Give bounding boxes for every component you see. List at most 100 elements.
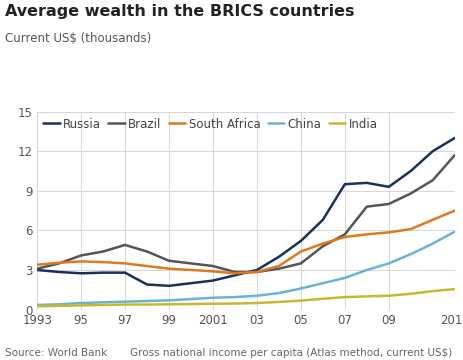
India [188, 302, 194, 306]
Text: Average wealth in the BRICS countries: Average wealth in the BRICS countries [5, 4, 353, 19]
Brazil [429, 178, 435, 183]
China [297, 286, 303, 291]
China [122, 300, 127, 304]
South Africa [122, 261, 127, 266]
South Africa [34, 262, 40, 267]
Brazil [451, 153, 457, 157]
China [319, 281, 325, 285]
China [451, 230, 457, 234]
South Africa [297, 249, 303, 254]
China [100, 300, 106, 305]
India [407, 292, 413, 296]
Russia [319, 218, 325, 222]
Line: South Africa: South Africa [37, 211, 454, 273]
China [210, 296, 215, 300]
Russia [122, 270, 127, 275]
India [319, 297, 325, 301]
Brazil [122, 243, 127, 247]
Brazil [210, 264, 215, 268]
China [275, 291, 281, 295]
Russia [254, 268, 259, 272]
Russia [34, 268, 40, 272]
Line: India: India [37, 289, 454, 306]
Brazil [407, 191, 413, 195]
India [429, 289, 435, 293]
South Africa [385, 230, 391, 235]
India [385, 294, 391, 298]
China [385, 261, 391, 266]
Russia [188, 281, 194, 285]
Russia [297, 239, 303, 243]
South Africa [363, 232, 369, 237]
Russia [275, 255, 281, 259]
Brazil [341, 232, 347, 237]
Russia [56, 270, 62, 274]
Brazil [78, 253, 84, 258]
Brazil [385, 202, 391, 206]
China [166, 298, 171, 302]
India [451, 287, 457, 291]
Brazil [56, 261, 62, 266]
Russia [407, 169, 413, 173]
Russia [144, 282, 150, 287]
India [144, 302, 150, 307]
South Africa [341, 235, 347, 239]
Brazil [363, 204, 369, 209]
China [232, 295, 237, 299]
India [122, 302, 127, 307]
China [341, 276, 347, 280]
Brazil [188, 261, 194, 266]
China [363, 268, 369, 272]
India [297, 298, 303, 303]
Text: Gross national income per capita (Atlas method, current US$): Gross national income per capita (Atlas … [130, 348, 451, 358]
Text: Current US$ (thousands): Current US$ (thousands) [5, 32, 150, 45]
Russia [210, 278, 215, 283]
India [341, 295, 347, 299]
South Africa [407, 227, 413, 231]
India [363, 294, 369, 298]
South Africa [166, 266, 171, 271]
India [78, 303, 84, 307]
Brazil [232, 270, 237, 274]
Russia [100, 270, 106, 275]
China [144, 299, 150, 303]
India [166, 302, 171, 306]
Brazil [319, 244, 325, 248]
China [34, 303, 40, 307]
Russia [166, 284, 171, 288]
China [254, 294, 259, 298]
Russia [451, 136, 457, 140]
India [34, 304, 40, 309]
Brazil [100, 249, 106, 254]
Line: Brazil: Brazil [37, 155, 454, 272]
Brazil [166, 258, 171, 263]
Text: Source: World Bank: Source: World Bank [5, 348, 106, 358]
South Africa [275, 264, 281, 268]
Russia [429, 149, 435, 153]
China [429, 242, 435, 246]
India [100, 303, 106, 307]
India [210, 302, 215, 306]
India [254, 301, 259, 305]
India [232, 301, 237, 306]
China [407, 252, 413, 256]
Brazil [297, 261, 303, 266]
China [188, 297, 194, 301]
Russia [341, 182, 347, 186]
South Africa [319, 242, 325, 246]
South Africa [188, 268, 194, 272]
Russia [232, 273, 237, 278]
Russia [363, 181, 369, 185]
Line: China: China [37, 232, 454, 305]
India [275, 300, 281, 304]
China [56, 302, 62, 306]
South Africa [78, 259, 84, 264]
Line: Russia: Russia [37, 138, 454, 286]
South Africa [100, 260, 106, 264]
South Africa [451, 208, 457, 213]
South Africa [210, 269, 215, 274]
Brazil [275, 266, 281, 271]
China [78, 301, 84, 305]
South Africa [429, 218, 435, 222]
South Africa [56, 261, 62, 265]
